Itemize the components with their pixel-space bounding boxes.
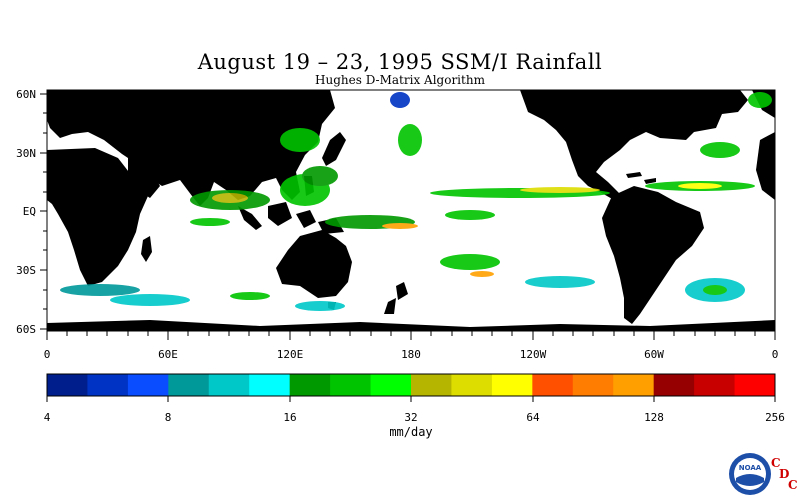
- lon-label-60e: 60E: [158, 348, 178, 361]
- colorbar-swatches: [47, 374, 776, 396]
- rainfall-overlay: [60, 92, 772, 311]
- landmasses: [47, 90, 775, 331]
- land-arabia: [128, 156, 160, 198]
- colorbar-label-8: 8: [165, 411, 172, 424]
- land-africa: [47, 148, 148, 286]
- map-subtitle: Hughes D-Matrix Algorithm: [315, 73, 485, 87]
- colorbar-swatch: [168, 374, 210, 396]
- noaa-logo-wave-icon: [736, 474, 764, 486]
- lon-label-60w: 60W: [644, 348, 664, 361]
- lat-label-60n: 60N: [16, 88, 36, 101]
- colorbar-swatch: [653, 374, 695, 396]
- colorbar-swatch: [47, 374, 88, 396]
- colorbar-swatch: [249, 374, 291, 396]
- lon-label-0-west: 0: [44, 348, 51, 361]
- lon-label-120w: 120W: [520, 348, 547, 361]
- colorbar-label-256: 256: [765, 411, 785, 424]
- lat-label-30n: 30N: [16, 147, 36, 160]
- land-antarctica: [47, 320, 775, 331]
- lon-label-0-east: 0: [772, 348, 779, 361]
- land-caribbean: [626, 172, 656, 184]
- land-eurasia: [47, 90, 335, 206]
- lon-ticks: [46, 331, 776, 340]
- colorbar-swatch: [572, 374, 614, 396]
- colorbar-swatch: [451, 374, 493, 396]
- colorbar-swatch: [532, 374, 574, 396]
- latitude-axis: 60N 30N EQ 30S 60S: [16, 88, 47, 336]
- colorbar-swatch: [491, 374, 533, 396]
- lat-label-eq: EQ: [23, 205, 36, 218]
- colorbar-swatch: [613, 374, 655, 396]
- lat-ticks: [40, 93, 47, 330]
- land-indonesia: [238, 202, 344, 234]
- land-new-zealand: [384, 282, 408, 314]
- colorbar-swatch: [330, 374, 372, 396]
- colorbar-swatch: [289, 374, 331, 396]
- colorbar-swatch: [127, 374, 169, 396]
- colorbar: 4 8 16 32 64 128 256 mm/day: [44, 373, 785, 439]
- land-australia: [276, 230, 352, 298]
- lon-label-180: 180: [401, 348, 421, 361]
- colorbar-swatch: [370, 374, 412, 396]
- colorbar-ticks: [46, 396, 776, 402]
- colorbar-label-128: 128: [644, 411, 664, 424]
- map-panel: [46, 89, 776, 332]
- noaa-logo: NOAA: [729, 453, 771, 495]
- cdc-letter-c1: C: [771, 456, 781, 470]
- cdc-letter-c2: C: [788, 478, 798, 492]
- colorbar-label-32: 32: [404, 411, 417, 424]
- lon-label-120e: 120E: [277, 348, 304, 361]
- land-madagascar: [141, 236, 152, 262]
- land-north-america: [520, 90, 748, 200]
- colorbar-label-4: 4: [44, 411, 51, 424]
- lat-label-30s: 30S: [16, 264, 36, 277]
- cdc-letter-d: D: [779, 467, 790, 481]
- colorbar-swatch: [87, 374, 129, 396]
- land-south-america: [602, 186, 704, 324]
- colorbar-label-64: 64: [526, 411, 540, 424]
- colorbar-swatch: [208, 374, 250, 396]
- lat-label-60s: 60S: [16, 323, 36, 336]
- land-west-europe-east-edge: [756, 132, 775, 200]
- colorbar-units: mm/day: [389, 425, 432, 439]
- map-title: August 19 – 23, 1995 SSM/I Rainfall: [197, 50, 603, 74]
- noaa-logo-text: NOAA: [739, 464, 762, 472]
- colorbar-swatch: [694, 374, 736, 396]
- colorbar-label-16: 16: [283, 411, 296, 424]
- land-japan: [322, 132, 346, 166]
- longitude-axis: 0 60E 120E 180 120W 60W 0: [44, 331, 779, 361]
- colorbar-swatch: [734, 374, 776, 396]
- colorbar-swatch: [411, 374, 452, 396]
